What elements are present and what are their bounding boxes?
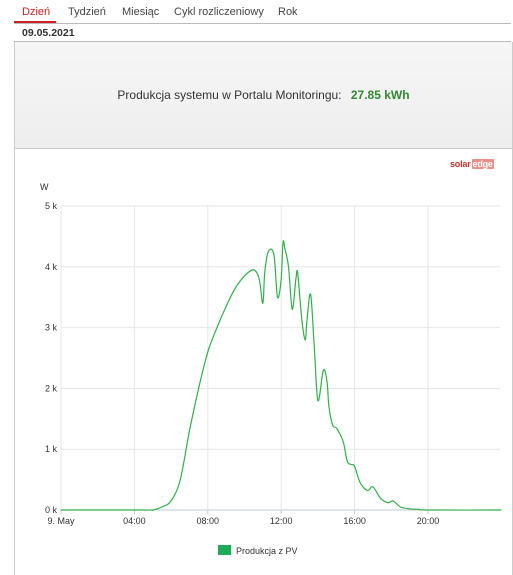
active-tab-indicator bbox=[14, 21, 56, 23]
x-tick-label: 08:00 bbox=[197, 516, 220, 526]
logo-text-solar: solar bbox=[450, 159, 471, 169]
logo-text-edge: edge bbox=[471, 159, 494, 169]
period-tabs: Dzień Tydzień Miesiąc Cykl rozliczeniowy… bbox=[14, 0, 511, 24]
chart-panel: 0 k 1 k 2 k 3 k 4 k 5 k 9. May 04:00 08:00 12:00 1… bbox=[14, 149, 513, 575]
power-chart: 0 k 1 k 2 k 3 k 4 k 5 k 9. May 04:00 08:00 12:00 1… bbox=[40, 182, 502, 556]
x-tick-label: 16:00 bbox=[343, 516, 366, 526]
series-line bbox=[61, 240, 502, 511]
date-bar: 09.05.2021 bbox=[14, 24, 511, 42]
summary-value: 27.85 kWh bbox=[350, 88, 410, 102]
selected-date: 09.05.2021 bbox=[22, 27, 75, 39]
tab-day[interactable]: Dzień bbox=[22, 6, 51, 18]
y-tick-label: 0 k bbox=[45, 505, 58, 515]
tab-week[interactable]: Tydzień bbox=[68, 6, 106, 18]
x-tick-label: 04:00 bbox=[123, 516, 146, 526]
y-tick-label: 2 k bbox=[45, 383, 58, 393]
production-summary: Produkcja systemu w Portalu Monitoringu:… bbox=[14, 42, 513, 149]
tab-billing-cycle[interactable]: Cykl rozliczeniowy bbox=[174, 6, 264, 18]
summary-label: Produkcja systemu w Portalu Monitoringu: bbox=[117, 88, 342, 102]
tab-month[interactable]: Miesiąc bbox=[122, 6, 160, 18]
solaredge-logo: solar edge bbox=[450, 159, 494, 169]
y-tick-label: 1 k bbox=[45, 444, 58, 454]
summary-line: Produkcja systemu w Portalu Monitoringu:… bbox=[15, 88, 512, 102]
y-axis-label: W bbox=[40, 182, 49, 192]
x-tick-label: 20:00 bbox=[417, 516, 440, 526]
x-tick-label: 12:00 bbox=[270, 516, 293, 526]
y-tick-label: 4 k bbox=[45, 262, 58, 272]
tab-year[interactable]: Rok bbox=[278, 6, 298, 18]
legend-swatch bbox=[218, 545, 231, 555]
x-tick-label: 9. May bbox=[47, 516, 75, 526]
legend-label: Produkcja z PV bbox=[236, 546, 298, 556]
y-tick-label: 5 k bbox=[45, 201, 58, 211]
y-tick-label: 3 k bbox=[45, 323, 58, 333]
